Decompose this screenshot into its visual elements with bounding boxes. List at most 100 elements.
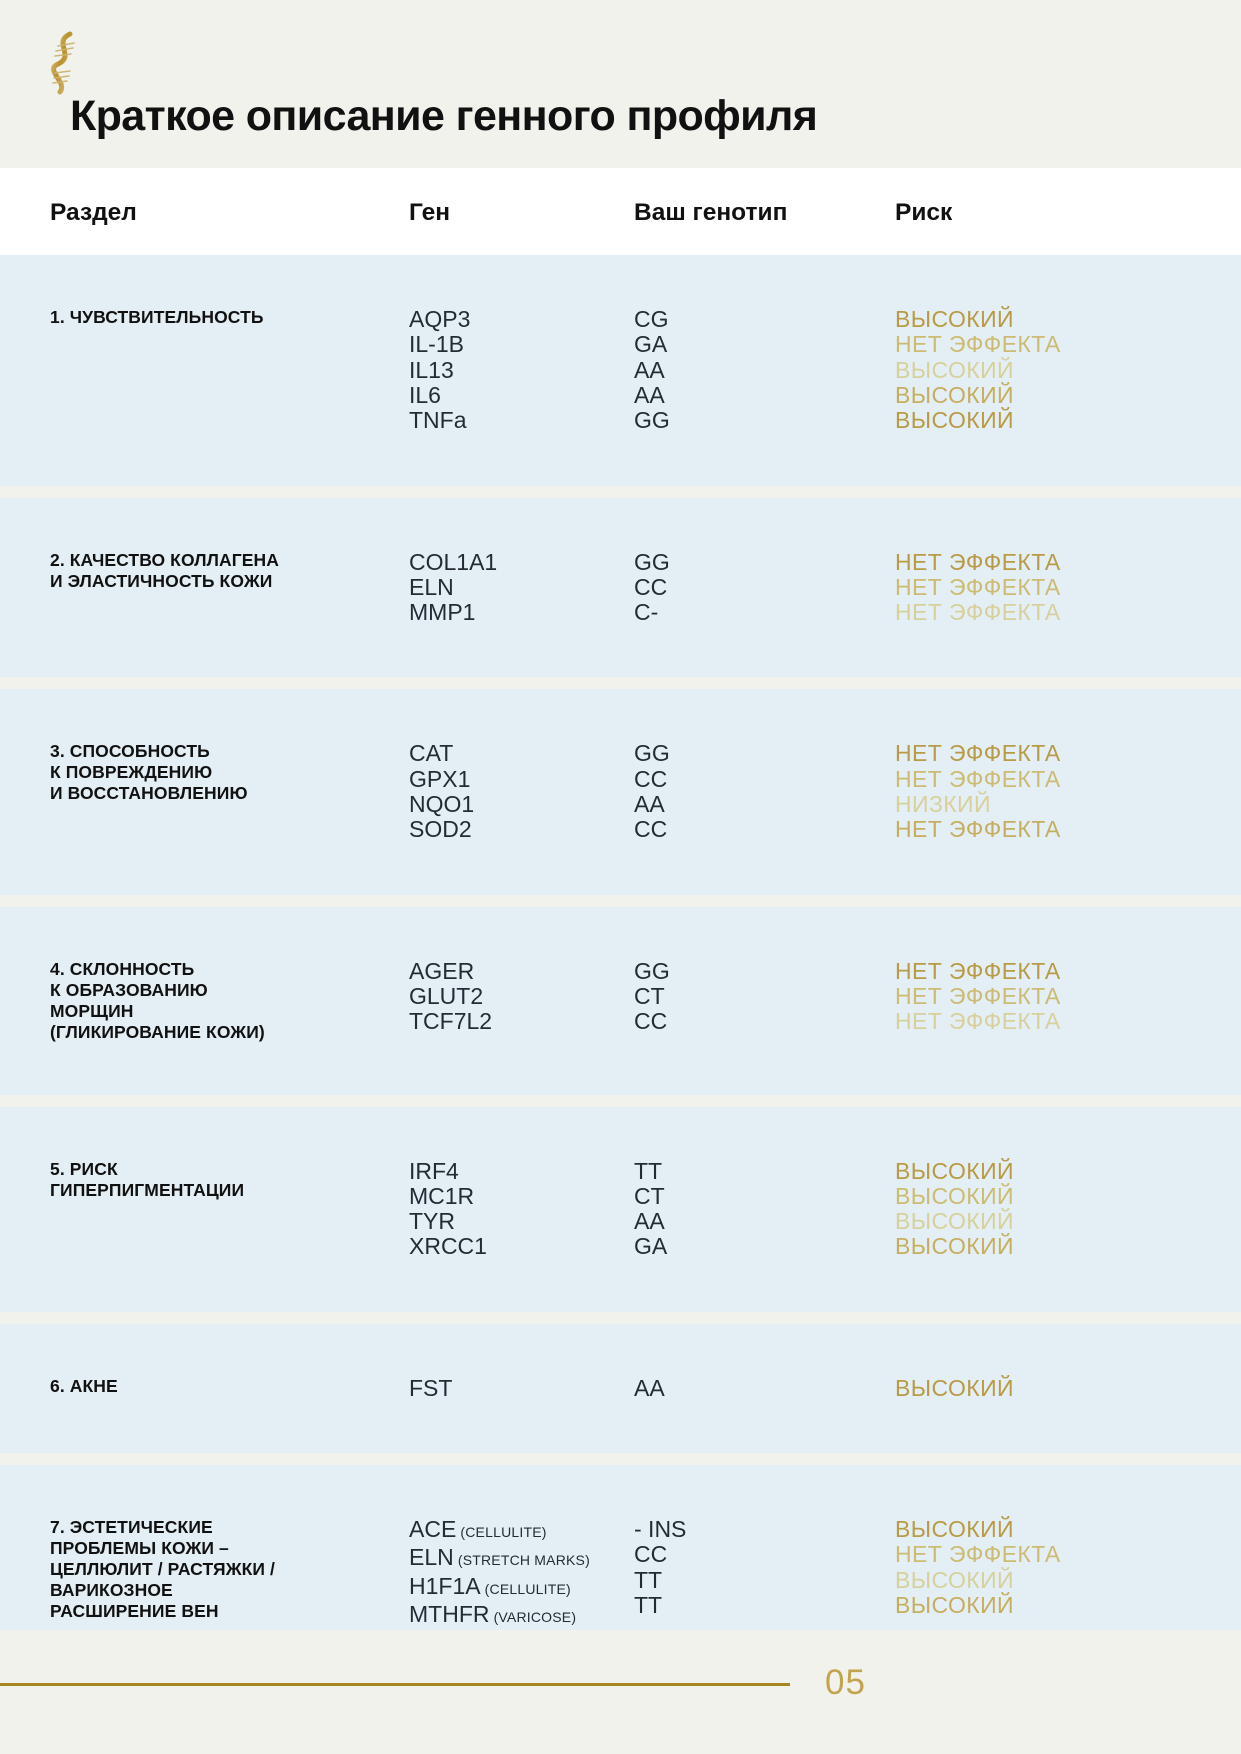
gene-name: TYR [409,1208,455,1235]
risk-badge: НЕТ ЭФФЕКТА [895,1008,1061,1035]
section-label-line: И ЭЛАСТИЧНОСТЬ КОЖИ [50,570,273,591]
table-body: 1. ЧУВСТВИТЕЛЬНОСТЬ AQP3 IL-1B IL13 IL6 TNFa C… [0,255,1241,1675]
cell-gene: AQP3 IL-1B IL13 IL6 TNFa [409,306,624,434]
column-header-genotype: Ваш генотип [634,199,788,226]
genotype-value: AA [634,356,665,383]
cell-risk: ВЫСОКИЙ НЕТ ЭФФЕКТА ВЫСОКИЙ ВЫСОКИЙ [895,1516,1195,1618]
cell-risk: ВЫСОКИЙ [895,1374,1195,1401]
cell-section: 6. АКНЕ [50,1376,395,1397]
section-label-line: ЦЕЛЛЮЛИТ / РАСТЯЖКИ / [50,1559,276,1580]
section-label-line: 6. АКНЕ [50,1375,118,1396]
genotype-value: GG [634,548,670,575]
section-label-line: МОРЩИН [50,1000,134,1021]
cell-risk: ВЫСОКИЙ НЕТ ЭФФЕКТА ВЫСОКИЙ ВЫСОКИЙ ВЫСОКИЙ [895,306,1195,434]
gene-name: COL1A1 [409,548,498,575]
cell-section: 1. ЧУВСТВИТЕЛЬНОСТЬ [50,307,395,328]
gene-name: TNFa [409,407,467,434]
genotype-value: - INS [634,1516,687,1543]
section-label-line: К ОБРАЗОВАНИЮ [50,979,208,1000]
genotype-value: CC [634,765,668,792]
gene-name: TCF7L2 [409,1008,493,1035]
genotype-value: TT [634,1157,663,1184]
cell-gene: AGER GLUT2 TCF7L2 [409,958,624,1035]
genotype-value: C- [634,599,659,626]
genotype-value: GG [634,407,670,434]
genotype-value: AA [634,790,665,817]
genotype-value: GA [634,1233,668,1260]
risk-badge: ВЫСОКИЙ [895,1208,1014,1235]
table-row: 1. ЧУВСТВИТЕЛЬНОСТЬ AQP3 IL-1B IL13 IL6 TNFa C… [0,255,1241,486]
page-header: Краткое описание генного профиля [0,0,1241,168]
page-title: Краткое описание генного профиля [70,92,818,140]
cell-gene: COL1A1 ELN MMP1 [409,548,624,626]
cell-genotype: GG CC C- [634,548,884,626]
section-label-line: ПРОБЛЕМЫ КОЖИ – [50,1538,229,1559]
section-label-line: 2. КАЧЕСТВО КОЛЛАГЕНА [50,549,280,570]
cell-genotype: TT CT AA GA [634,1157,884,1260]
risk-badge: ВЫСОКИЙ [895,1157,1014,1184]
genotype-value: AA [634,381,665,408]
cell-genotype: AA [634,1374,884,1401]
cell-genotype: CG GA AA AA GG [634,306,884,434]
table-row: 2. КАЧЕСТВО КОЛЛАГЕНА И ЭЛАСТИЧНОСТЬ КОЖИ… [0,497,1241,678]
section-label-line: 7. ЭСТЕТИЧЕСКИЕ [50,1517,213,1538]
genotype-value: AA [634,1374,665,1401]
section-label-line: ГИПЕРПИГМЕНТАЦИИ [50,1179,245,1200]
table-row: 6. АКНЕ FST AA ВЫСОКИЙ [0,1323,1241,1454]
cell-gene: FST [409,1375,624,1401]
table-row: 3. СПОСОБНОСТЬ К ПОВРЕЖДЕНИЮ И ВОССТАНОВЛЕ… [0,689,1241,895]
gene-note: (CELLULITE) [480,1580,571,1597]
cell-genotype: GG CT CC [634,958,884,1035]
risk-badge: НЕТ ЭФФЕКТА [895,331,1061,358]
genotype-value: GG [634,740,670,767]
genotype-value: CC [634,1541,668,1568]
section-label-line: 3. СПОСОБНОСТЬ [50,741,210,762]
cell-section: 4. СКЛОННОСТЬ К ОБРАЗОВАНИЮ МОРЩИН (ГЛИКИРО… [50,959,395,1043]
cell-section: 2. КАЧЕСТВО КОЛЛАГЕНА И ЭЛАСТИЧНОСТЬ КОЖИ [50,550,395,592]
risk-badge: НЕТ ЭФФЕКТА [895,599,1061,626]
gene-name: CAT [409,740,454,767]
table-row: 5. РИСК ГИПЕРПИГМЕНТАЦИИ IRF4 MC1R TYR XRCC1 T… [0,1106,1241,1312]
section-label-line: (ГЛИКИРОВАНИЕ КОЖИ) [50,1021,265,1042]
footer-divider [0,1683,790,1686]
risk-badge: НЕТ ЭФФЕКТА [895,573,1061,600]
risk-badge: ВЫСОКИЙ [895,407,1014,434]
cell-genotype: GG CC AA CC [634,741,884,842]
risk-badge: ВЫСОКИЙ [895,1182,1014,1209]
gene-profile-table: Раздел Ген Ваш генотип Риск 1. ЧУВСТВИТЕ… [0,168,1241,1686]
risk-badge: НИЗКИЙ [895,790,991,817]
column-header-gene: Ген [409,199,451,226]
gene-name: H1F1A (CELLULITE) [409,1572,571,1599]
gene-name: ELN [409,573,454,600]
gene-note: (STRETCH MARKS) [453,1552,590,1569]
risk-badge: НЕТ ЭФФЕКТА [895,982,1061,1009]
genotype-value: GA [634,331,668,358]
genotype-value: TT [634,1566,663,1593]
risk-badge: ВЫСОКИЙ [895,1374,1014,1401]
genotype-value: CT [634,1182,665,1209]
cell-section: 7. ЭСТЕТИЧЕСКИЕ ПРОБЛЕМЫ КОЖИ – ЦЕЛЛЮЛИТ /… [50,1517,395,1622]
gene-name: IL6 [409,381,441,408]
gene-name: XRCC1 [409,1233,487,1260]
genotype-value: CG [634,306,669,332]
page-footer: 05 [0,1630,1241,1754]
gene-name: ACE (CELLULITE) [409,1516,547,1543]
genotype-value: CC [634,573,668,600]
section-label-line: 1. ЧУВСТВИТЕЛЬНОСТЬ [50,307,264,327]
section-label-line: 4. СКЛОННОСТЬ [50,958,195,979]
risk-badge: ВЫСОКИЙ [895,356,1014,383]
risk-badge: ВЫСОКИЙ [895,1591,1014,1618]
column-header-section: Раздел [50,199,137,226]
gene-name: IRF4 [409,1157,459,1184]
risk-badge: НЕТ ЭФФЕКТА [895,548,1061,575]
gene-name: IL-1B [409,331,464,358]
genotype-value: AA [634,1208,665,1235]
cell-gene: CAT GPX1 NQO1 SOD2 [409,741,624,842]
risk-badge: НЕТ ЭФФЕКТА [895,1541,1061,1568]
section-label-line: РАСШИРЕНИЕ ВЕН [50,1601,219,1622]
table-header-row: Раздел Ген Ваш генотип Риск [0,168,1241,255]
cell-risk: НЕТ ЭФФЕКТА НЕТ ЭФФЕКТА НИЗКИЙ НЕТ ЭФФЕКТА [895,741,1195,842]
risk-badge: НЕТ ЭФФЕКТА [895,765,1061,792]
risk-badge: ВЫСОКИЙ [895,1566,1014,1593]
